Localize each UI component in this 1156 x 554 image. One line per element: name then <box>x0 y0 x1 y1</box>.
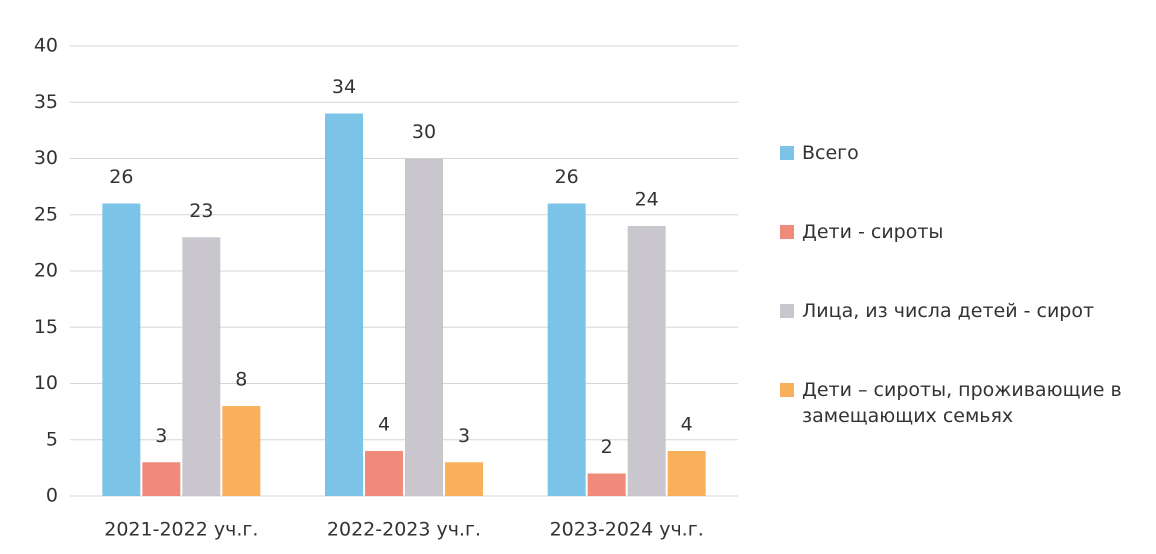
data-label: 26 <box>109 166 133 188</box>
legend-entry: Дети - сироты <box>780 219 1150 245</box>
y-tick-label: 15 <box>34 316 58 338</box>
y-tick-label: 35 <box>34 91 58 113</box>
bar <box>102 203 141 496</box>
y-tick-label: 5 <box>46 428 58 450</box>
bar <box>667 451 706 496</box>
x-tick-label: 2021-2022 уч.г. <box>104 519 258 541</box>
y-tick-label: 30 <box>34 147 58 169</box>
data-label: 26 <box>555 166 579 188</box>
bar <box>325 113 363 496</box>
y-tick-label: 10 <box>34 372 58 394</box>
y-tick-label: 0 <box>46 485 58 507</box>
y-tick-label: 40 <box>34 35 58 57</box>
bar <box>445 462 483 496</box>
bar <box>182 237 221 496</box>
legend-entry: Дети – сироты, проживающие в замещающих … <box>780 377 1150 429</box>
y-tick-label: 25 <box>34 203 58 225</box>
data-label: 23 <box>189 200 213 222</box>
data-label: 24 <box>635 189 659 211</box>
bar <box>222 406 261 496</box>
data-label: 3 <box>155 425 167 447</box>
bar <box>365 451 403 496</box>
bar <box>627 226 666 496</box>
legend-swatch <box>780 225 794 239</box>
legend-swatch <box>780 146 794 160</box>
legend-label: Всего <box>802 142 859 164</box>
bar <box>142 462 181 496</box>
legend-label: Лица, из числа детей - сирот <box>802 300 1095 322</box>
data-label: 3 <box>458 425 470 447</box>
legend-label: Дети - сироты <box>802 221 944 243</box>
bar <box>587 473 626 496</box>
data-label: 30 <box>412 121 436 143</box>
data-label: 2 <box>601 436 613 458</box>
legend-swatch <box>780 304 794 318</box>
legend-entry: Лица, из числа детей - сирот <box>780 298 1150 324</box>
data-label: 8 <box>235 369 247 391</box>
y-tick-label: 20 <box>34 260 58 282</box>
data-label: 4 <box>378 414 390 436</box>
legend-entry: Всего <box>780 140 1150 166</box>
data-label: 34 <box>332 76 356 98</box>
legend-swatch <box>780 383 794 397</box>
legend-label: Дети – сироты, проживающие в замещающих … <box>802 379 1122 427</box>
data-label: 4 <box>681 414 693 436</box>
x-tick-label: 2023-2024 уч.г. <box>550 519 704 541</box>
bar <box>405 158 443 496</box>
x-tick-label: 2022-2023 уч.г. <box>327 519 481 541</box>
bar <box>547 203 586 496</box>
